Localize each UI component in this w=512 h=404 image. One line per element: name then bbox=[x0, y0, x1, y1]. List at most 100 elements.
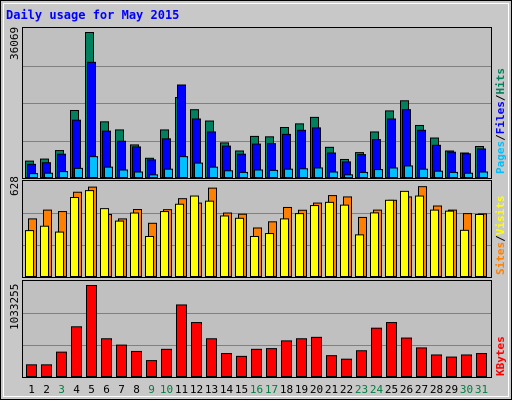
x-label-day-22: 22 bbox=[340, 383, 353, 396]
bar-pages-day-26 bbox=[404, 165, 413, 178]
x-label-day-23: 23 bbox=[355, 383, 368, 396]
bar-pages-day-21 bbox=[329, 171, 338, 179]
bar-kbytes-day-30 bbox=[461, 354, 472, 377]
x-label-day-10: 10 bbox=[160, 383, 173, 396]
bar-kbytes-day-17 bbox=[266, 348, 277, 378]
x-label-day-17: 17 bbox=[265, 383, 278, 396]
x-label-day-31: 31 bbox=[475, 383, 488, 396]
bar-visits-day-4 bbox=[70, 197, 79, 277]
x-label-day-18: 18 bbox=[280, 383, 293, 396]
bar-kbytes-day-29 bbox=[446, 356, 457, 377]
x-label-day-12: 12 bbox=[190, 383, 203, 396]
bar-visits-day-5 bbox=[85, 190, 94, 278]
legend-kbytes: KBytes bbox=[494, 336, 507, 376]
bar-kbytes-day-26 bbox=[401, 337, 412, 377]
x-label-day-29: 29 bbox=[445, 383, 458, 396]
x-label-day-8: 8 bbox=[133, 383, 140, 396]
bar-pages-day-7 bbox=[119, 169, 128, 178]
bar-kbytes-day-31 bbox=[476, 353, 487, 378]
bar-visits-day-12 bbox=[190, 195, 199, 278]
bar-pages-day-24 bbox=[374, 169, 383, 179]
bar-visits-day-16 bbox=[250, 235, 259, 278]
bar-kbytes-day-18 bbox=[281, 340, 292, 378]
bar-visits-day-30 bbox=[460, 229, 469, 277]
x-label-day-28: 28 bbox=[430, 383, 443, 396]
bar-visits-day-28 bbox=[430, 209, 439, 277]
x-label-day-6: 6 bbox=[103, 383, 110, 396]
bar-pages-day-10 bbox=[164, 168, 173, 178]
bar-visits-day-10 bbox=[160, 211, 169, 277]
bars bbox=[25, 32, 488, 378]
bar-kbytes-day-21 bbox=[326, 355, 337, 377]
bar-pages-day-15 bbox=[239, 171, 248, 178]
bar-visits-day-27 bbox=[415, 195, 424, 278]
x-label-day-24: 24 bbox=[370, 383, 384, 396]
legend-hits: Hits bbox=[494, 68, 507, 95]
bar-kbytes-day-3 bbox=[56, 351, 67, 378]
x-label-day-9: 9 bbox=[148, 383, 155, 396]
bar-pages-day-1 bbox=[29, 173, 38, 178]
bar-pages-day-20 bbox=[314, 167, 323, 178]
bar-pages-day-30 bbox=[464, 172, 473, 179]
bar-kbytes-day-8 bbox=[131, 350, 142, 377]
x-label-day-27: 27 bbox=[415, 383, 428, 396]
bar-visits-day-13 bbox=[205, 200, 214, 277]
bar-kbytes-day-27 bbox=[416, 347, 427, 378]
bar-pages-day-11 bbox=[179, 156, 188, 178]
ymax-label-kbytes: 1033255 bbox=[8, 284, 21, 330]
x-label-day-11: 11 bbox=[175, 383, 188, 396]
x-axis-labels: 1 2 3 4 5 6 7 8 9 10 11 12 13 14 15 16 17 18 19 20 21 22 23 24 2… bbox=[28, 383, 488, 396]
bar-kbytes-day-4 bbox=[71, 326, 82, 377]
bar-visits-day-18 bbox=[280, 218, 289, 277]
bar-kbytes-day-24 bbox=[371, 327, 382, 377]
x-label-day-15: 15 bbox=[235, 383, 248, 396]
x-label-day-21: 21 bbox=[325, 383, 338, 396]
bar-visits-day-14 bbox=[220, 215, 229, 278]
bar-visits-day-3 bbox=[55, 231, 64, 277]
bar-visits-day-19 bbox=[295, 213, 304, 278]
bar-pages-day-27 bbox=[419, 168, 428, 178]
bar-kbytes-day-25 bbox=[386, 322, 397, 377]
bar-pages-day-17 bbox=[269, 169, 278, 178]
bar-pages-day-5 bbox=[89, 156, 98, 178]
bar-visits-day-31 bbox=[475, 214, 484, 277]
bar-kbytes-day-23 bbox=[356, 350, 367, 377]
bar-pages-day-18 bbox=[284, 168, 293, 178]
x-label-day-1: 1 bbox=[28, 383, 35, 396]
bar-visits-day-7 bbox=[115, 220, 124, 277]
bar-visits-day-22 bbox=[340, 204, 349, 277]
bar-kbytes-day-22 bbox=[341, 358, 352, 378]
bar-visits-day-24 bbox=[370, 212, 379, 277]
x-label-day-26: 26 bbox=[400, 383, 413, 396]
bar-kbytes-day-13 bbox=[206, 338, 217, 377]
bar-kbytes-day-12 bbox=[191, 322, 202, 377]
bar-pages-day-22 bbox=[344, 174, 353, 178]
bar-visits-day-17 bbox=[265, 233, 274, 277]
bar-pages-day-16 bbox=[254, 169, 263, 178]
bar-pages-day-3 bbox=[59, 171, 68, 178]
bar-kbytes-day-9 bbox=[146, 360, 157, 377]
legend-sep-3: / bbox=[494, 235, 507, 242]
bar-pages-day-13 bbox=[209, 166, 218, 179]
bar-pages-day-14 bbox=[224, 170, 233, 179]
x-label-day-4: 4 bbox=[73, 383, 80, 396]
bar-pages-day-2 bbox=[44, 172, 53, 179]
x-label-day-16: 16 bbox=[250, 383, 263, 396]
bar-kbytes-day-2 bbox=[41, 364, 52, 378]
x-label-day-2: 2 bbox=[43, 383, 50, 396]
bar-kbytes-day-28 bbox=[431, 354, 442, 377]
x-label-day-5: 5 bbox=[88, 383, 95, 396]
bar-visits-day-1 bbox=[25, 230, 34, 277]
bar-kbytes-day-14 bbox=[221, 353, 232, 378]
bar-kbytes-day-10 bbox=[161, 348, 172, 377]
legend-pages: Pages bbox=[494, 141, 507, 174]
x-label-day-30: 30 bbox=[460, 383, 473, 396]
bar-pages-day-29 bbox=[449, 171, 458, 178]
bar-pages-day-6 bbox=[104, 166, 113, 179]
legend-visits: Visits bbox=[494, 196, 507, 236]
bar-kbytes-day-1 bbox=[26, 364, 37, 378]
bar-kbytes-day-19 bbox=[296, 338, 307, 377]
bar-visits-day-11 bbox=[175, 203, 184, 277]
chart-title: Daily usage for May 2015 bbox=[6, 8, 179, 22]
